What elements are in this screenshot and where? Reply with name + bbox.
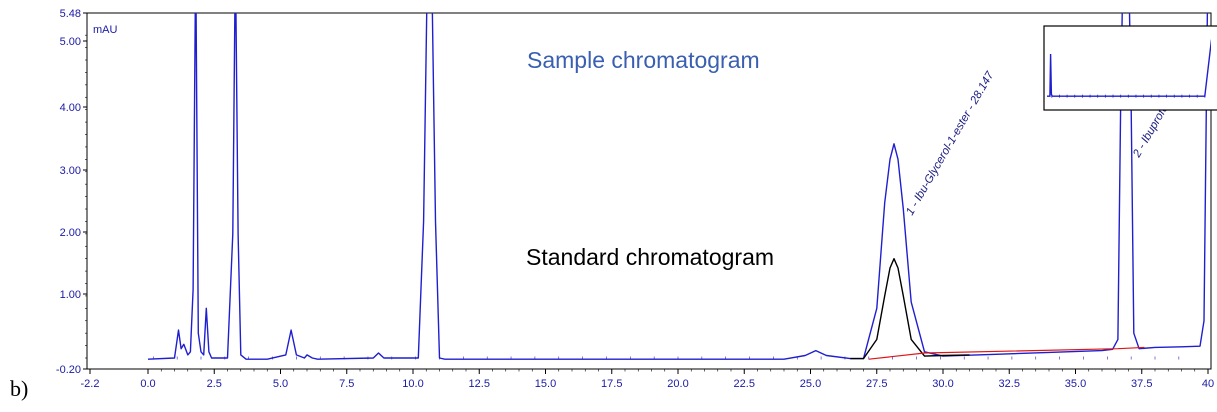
standard-trace [850,258,970,360]
x-tick-label: 17.5 [601,378,622,390]
x-tick-label: 25.0 [800,378,821,390]
inset-chromatogram [1043,25,1217,111]
y-tick-label: -0.20 [56,364,81,376]
x-tick-label: 37.5 [1131,378,1152,390]
y-unit-label: mAU [93,24,118,36]
x-tick-label: 7.5 [339,378,354,390]
y-tick-label: 1.00 [60,289,81,301]
x-tick-label: 5.0 [273,378,288,390]
y-tick-label: 3.00 [60,165,81,177]
x-tick-label: -2.2 [81,378,100,390]
x-tick-label: 22.5 [734,378,755,390]
sample-chromatogram-label: Sample chromatogram [527,47,760,73]
x-tick-label: 15.0 [535,378,556,390]
plot-frame [86,12,1212,370]
x-tick-label: 20.0 [667,378,688,390]
y-tick-label: 2.00 [60,227,81,239]
x-tick-label: 27.5 [866,378,887,390]
y-tick-label: 4.00 [60,102,81,114]
x-tick-label: 35.0 [1065,378,1086,390]
x-tick-label: 40 [1202,378,1214,390]
x-tick-label: 0.0 [140,378,155,390]
x-axis: -2.2 0.0 2.5 5.0 7.5 10.0 12.5 15.0 17.5 20.0 22.5… [81,369,1214,390]
x-tick-label: 2.5 [207,378,222,390]
inset-trace [1047,39,1211,97]
x-tick-label: 32.5 [999,378,1020,390]
inset-frame [1043,25,1217,111]
x-tick-label: 30.0 [932,378,953,390]
y-axis: 5.48 5.00 4.00 3.00 2.00 1.00 -0.20 [56,8,87,376]
standard-chromatogram-label: Standard chromatogram [526,244,774,270]
baseline-trace [868,346,1145,360]
y-tick-label: 5.00 [60,36,81,48]
panel-label: b) [10,376,29,401]
x-tick-label: 12.5 [469,378,490,390]
x-tick-label: 10.0 [402,378,423,390]
y-tick-label: 5.48 [60,8,81,20]
